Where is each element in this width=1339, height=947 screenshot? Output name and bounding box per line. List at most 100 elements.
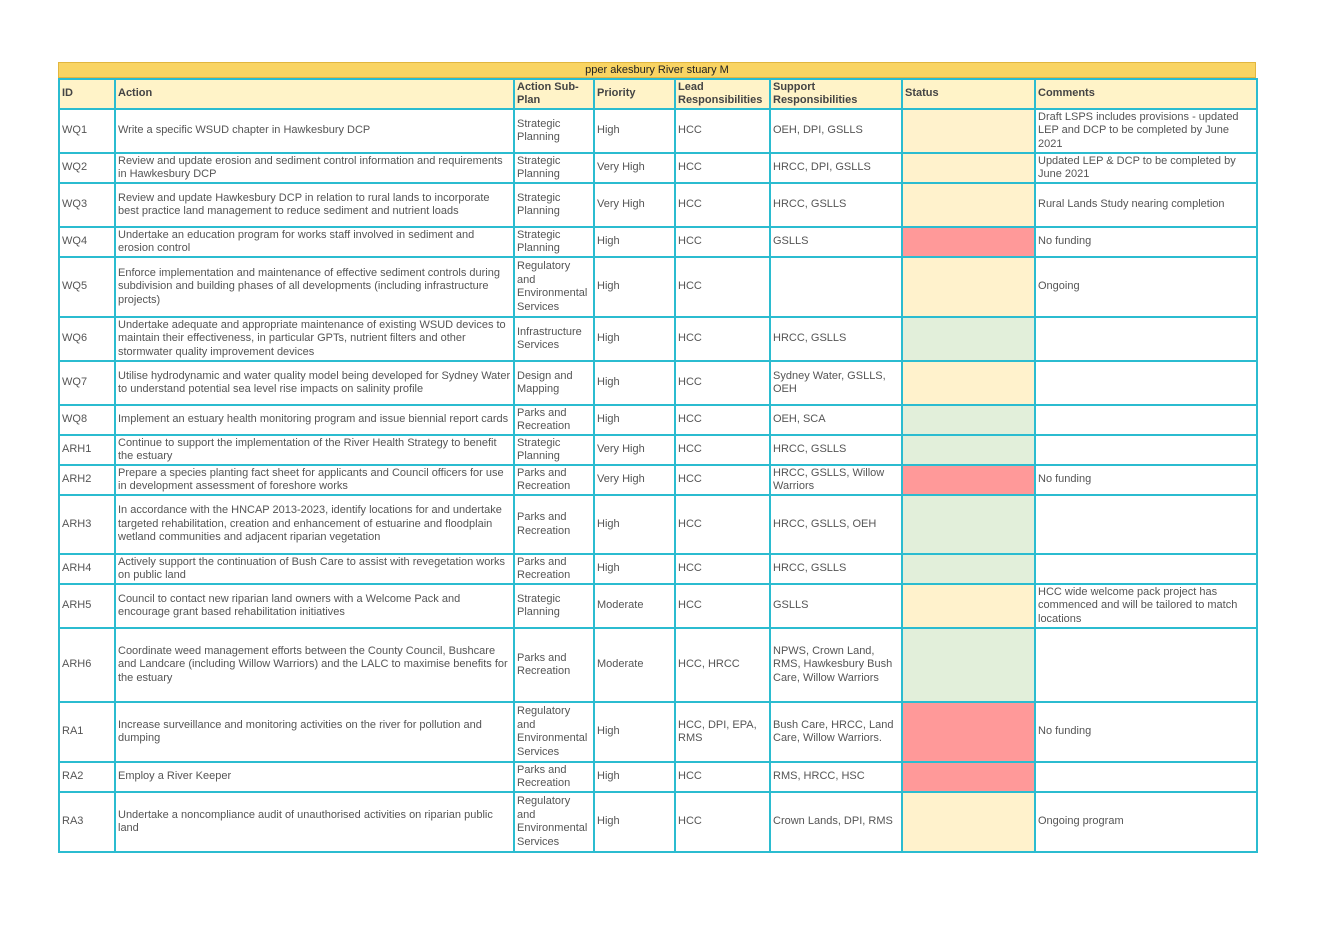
status-cell <box>901 627 1036 703</box>
priority-cell: Very High <box>593 464 676 496</box>
action-cell: Prepare a species planting fact sheet fo… <box>114 464 515 496</box>
subplan-cell: Strategic Planning <box>513 182 595 228</box>
table-row: WQ4 Undertake an education program for wo… <box>58 226 1258 258</box>
subplan-cell: Strategic Planning <box>513 226 595 258</box>
priority-cell: Very High <box>593 152 676 184</box>
status-cell <box>901 404 1036 436</box>
support-cell: OEH, DPI, GSLLS <box>769 108 903 154</box>
status-cell <box>901 316 1036 362</box>
status-cell <box>901 791 1036 853</box>
id-cell: RA1 <box>58 701 116 763</box>
lead-cell: HCC <box>674 108 771 154</box>
priority-cell: High <box>593 494 676 555</box>
priority-cell: High <box>593 316 676 362</box>
subplan-cell: Parks and Recreation <box>513 761 595 793</box>
priority-cell: Very High <box>593 434 676 466</box>
id-cell: ARH6 <box>58 627 116 703</box>
table-row: WQ5 Enforce implementation and maintenanc… <box>58 256 1258 318</box>
subplan-cell: Strategic Planning <box>513 152 595 184</box>
subplan-cell: Parks and Recreation <box>513 494 595 555</box>
status-cell <box>901 108 1036 154</box>
support-cell: HRCC, GSLLS, OEH <box>769 494 903 555</box>
priority-cell: Moderate <box>593 627 676 703</box>
priority-cell: High <box>593 404 676 436</box>
status-cell <box>901 434 1036 466</box>
id-cell: WQ3 <box>58 182 116 228</box>
support-cell: Bush Care, HRCC, Land Care, Willow Warri… <box>769 701 903 763</box>
lead-cell: HCC <box>674 182 771 228</box>
priority-cell: High <box>593 256 676 318</box>
lead-cell: HCC <box>674 256 771 318</box>
table-row: RA1 Increase surveillance and monitoring … <box>58 701 1258 763</box>
table-row: WQ7 Utilise hydrodynamic and water qualit… <box>58 360 1258 406</box>
action-cell: Undertake an education program for works… <box>114 226 515 258</box>
action-cell: Council to contact new riparian land own… <box>114 583 515 629</box>
lead-cell: HCC <box>674 583 771 629</box>
support-cell: RMS, HRCC, HSC <box>769 761 903 793</box>
table-row: WQ1 Write a specific WSUD chapter in Hawk… <box>58 108 1258 154</box>
priority-cell: High <box>593 791 676 853</box>
subplan-cell: Regulatory and Environmental Services <box>513 256 595 318</box>
action-cell: Actively support the continuation of Bus… <box>114 553 515 585</box>
header-lead: Lead Responsibilities <box>674 78 771 110</box>
status-cell <box>901 360 1036 406</box>
action-cell: Continue to support the implementation o… <box>114 434 515 466</box>
comments-cell: Rural Lands Study nearing completion <box>1034 182 1258 228</box>
comments-cell: Draft LSPS includes provisions - updated… <box>1034 108 1258 154</box>
status-cell <box>901 256 1036 318</box>
comments-cell: No funding <box>1034 701 1258 763</box>
comments-cell: Updated LEP & DCP to be completed by Jun… <box>1034 152 1258 184</box>
comments-cell <box>1034 316 1258 362</box>
lead-cell: HCC <box>674 553 771 585</box>
priority-cell: High <box>593 553 676 585</box>
support-cell: OEH, SCA <box>769 404 903 436</box>
table-row: RA3 Undertake a noncompliance audit of un… <box>58 791 1258 853</box>
subplan-cell: Regulatory and Environmental Services <box>513 791 595 853</box>
comments-cell: Ongoing <box>1034 256 1258 318</box>
subplan-cell: Parks and Recreation <box>513 553 595 585</box>
support-cell: HRCC, GSLLS <box>769 316 903 362</box>
lead-cell: HCC <box>674 791 771 853</box>
header-status: Status <box>901 78 1036 110</box>
table-row: RA2 Employ a River Keeper Parks and Recrea… <box>58 761 1258 793</box>
action-cell: Enforce implementation and maintenance o… <box>114 256 515 318</box>
table-row: ARH3 In accordance with the HNCAP 2013-20… <box>58 494 1258 555</box>
table-row: ARH5 Council to contact new riparian land… <box>58 583 1258 629</box>
table-row: ARH6 Coordinate weed management efforts b… <box>58 627 1258 703</box>
id-cell: RA3 <box>58 791 116 853</box>
support-cell: HRCC, GSLLS <box>769 182 903 228</box>
comments-cell <box>1034 434 1258 466</box>
status-cell <box>901 464 1036 496</box>
sheet-title: pper akesbury River stuary M <box>58 62 1256 78</box>
support-cell: GSLLS <box>769 226 903 258</box>
status-cell <box>901 494 1036 555</box>
status-cell <box>901 226 1036 258</box>
action-cell: Review and update Hawkesbury DCP in rela… <box>114 182 515 228</box>
action-cell: Increase surveillance and monitoring act… <box>114 701 515 763</box>
status-cell <box>901 553 1036 585</box>
id-cell: WQ1 <box>58 108 116 154</box>
action-cell: In accordance with the HNCAP 2013-2023, … <box>114 494 515 555</box>
lead-cell: HCC <box>674 434 771 466</box>
support-cell: GSLLS <box>769 583 903 629</box>
support-cell: HRCC, DPI, GSLLS <box>769 152 903 184</box>
action-cell: Write a specific WSUD chapter in Hawkesb… <box>114 108 515 154</box>
id-cell: WQ8 <box>58 404 116 436</box>
id-cell: WQ6 <box>58 316 116 362</box>
subplan-cell: Parks and Recreation <box>513 404 595 436</box>
support-cell: Crown Lands, DPI, RMS <box>769 791 903 853</box>
priority-cell: High <box>593 108 676 154</box>
priority-cell: High <box>593 360 676 406</box>
action-cell: Utilise hydrodynamic and water quality m… <box>114 360 515 406</box>
status-cell <box>901 152 1036 184</box>
subplan-cell: Design and Mapping <box>513 360 595 406</box>
id-cell: ARH3 <box>58 494 116 555</box>
header-id: ID <box>58 78 116 110</box>
action-plan-sheet: pper akesbury River stuary M ID Action A… <box>58 62 1258 853</box>
header-comments: Comments <box>1034 78 1258 110</box>
header-support: Support Responsibilities <box>769 78 903 110</box>
comments-cell: HCC wide welcome pack project has commen… <box>1034 583 1258 629</box>
status-cell <box>901 701 1036 763</box>
table-row: WQ6 Undertake adequate and appropriate ma… <box>58 316 1258 362</box>
lead-cell: HCC, DPI, EPA, RMS <box>674 701 771 763</box>
